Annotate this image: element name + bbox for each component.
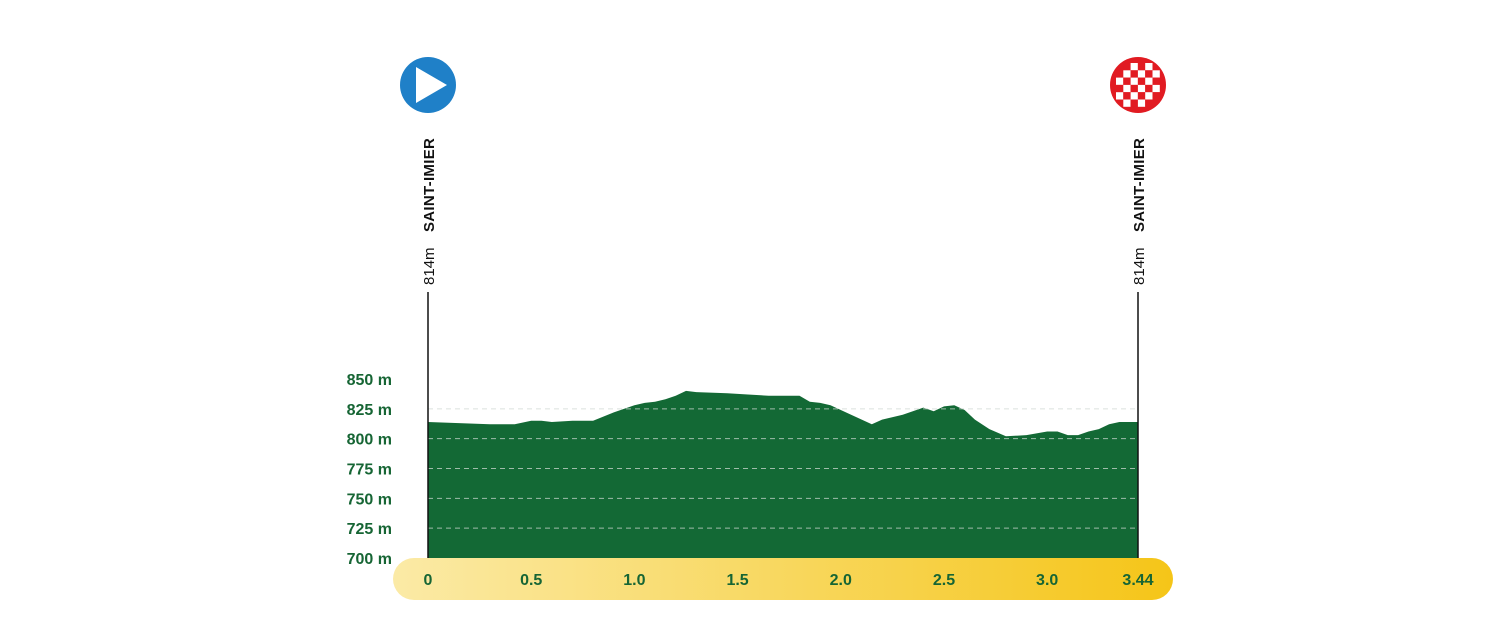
y-tick-label: 700 m — [347, 551, 392, 568]
y-tick-label: 725 m — [347, 521, 392, 538]
x-tick-label: 1.0 — [623, 572, 645, 589]
x-tick-label: 1.5 — [726, 572, 748, 589]
checker-square — [1116, 92, 1124, 100]
checker-square — [1145, 63, 1153, 71]
checker-square — [1130, 99, 1138, 107]
checker-square — [1123, 92, 1131, 100]
distance-axis-band — [393, 558, 1173, 600]
checker-square — [1137, 99, 1146, 107]
checker-square — [1152, 70, 1160, 78]
start-altitude-label: 814m — [421, 247, 438, 285]
y-tick-label: 775 m — [347, 462, 392, 479]
x-tick-label: 2.0 — [830, 572, 852, 589]
checker-square — [1152, 84, 1160, 93]
checker-square — [1137, 63, 1146, 71]
checker-square — [1137, 70, 1146, 78]
x-tick-label: 2.5 — [933, 572, 955, 589]
checker-square — [1123, 70, 1131, 78]
start-place-label: SAINT-IMIER — [421, 138, 438, 232]
checker-square — [1123, 84, 1131, 93]
checker-square — [1130, 70, 1138, 78]
y-tick-label: 750 m — [347, 491, 392, 508]
checker-square — [1116, 84, 1124, 93]
checker-square — [1116, 77, 1124, 85]
finish-place-label: SAINT-IMIER — [1131, 138, 1148, 232]
finish-marker: SAINT-IMIER 814m — [1110, 57, 1166, 285]
checkered-flag-icon — [1116, 63, 1160, 107]
checker-square — [1123, 99, 1131, 107]
checker-square — [1145, 92, 1153, 100]
start-marker: SAINT-IMIER 814m — [400, 57, 456, 285]
x-tick-label: 3.44 — [1122, 572, 1153, 589]
checker-square — [1130, 63, 1138, 71]
elevation-area — [428, 390, 1138, 558]
play-icon — [416, 67, 447, 103]
checker-square — [1123, 63, 1131, 71]
x-tick-label: 0.5 — [520, 572, 542, 589]
checker-square — [1130, 77, 1138, 85]
y-tick-label: 825 m — [347, 402, 392, 419]
checker-square — [1145, 99, 1153, 107]
y-tick-label: 850 m — [347, 372, 392, 389]
checker-square — [1137, 77, 1146, 85]
x-tick-label: 3.0 — [1036, 572, 1058, 589]
checker-square — [1137, 92, 1146, 100]
checker-square — [1130, 84, 1138, 93]
checker-square — [1116, 70, 1124, 78]
checker-square — [1152, 77, 1160, 85]
checker-square — [1152, 92, 1160, 100]
checker-square — [1145, 70, 1153, 78]
x-tick-label: 0 — [424, 572, 433, 589]
checker-square — [1145, 77, 1153, 85]
checker-square — [1145, 84, 1153, 93]
finish-altitude-label: 814m — [1131, 247, 1148, 285]
checker-square — [1130, 92, 1138, 100]
checker-square — [1123, 77, 1131, 85]
y-tick-label: 800 m — [347, 432, 392, 449]
checker-square — [1137, 84, 1146, 93]
